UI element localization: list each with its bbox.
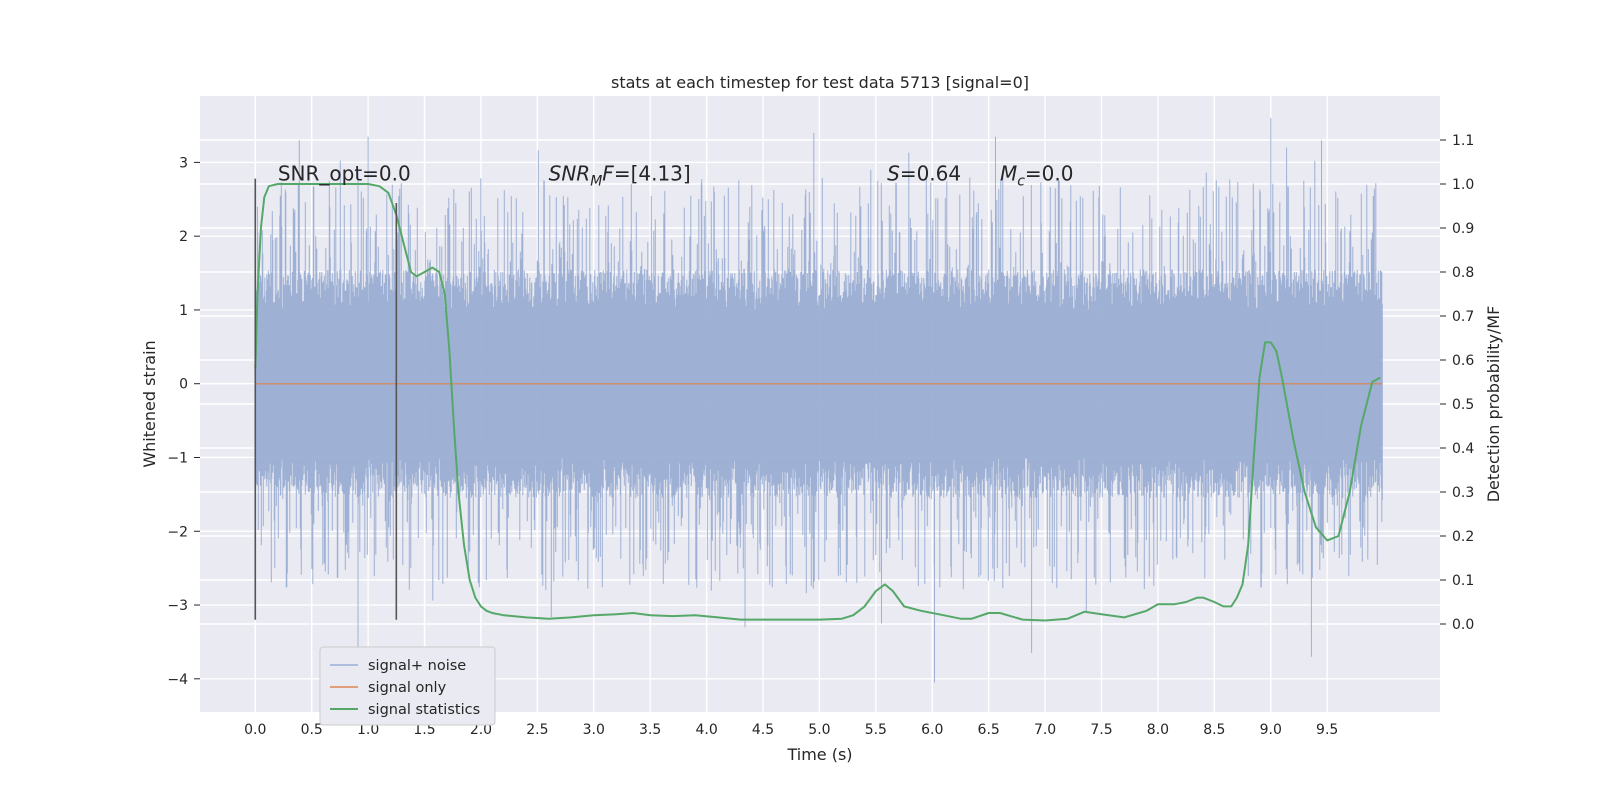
y2-tick-label: 0.8 bbox=[1452, 265, 1474, 281]
x-tick-label: 1.0 bbox=[357, 722, 379, 738]
annotation-text: SNRMF=[4.13] bbox=[549, 161, 691, 189]
x-tick-label: 2.5 bbox=[526, 722, 548, 738]
x-tick-label: 6.5 bbox=[978, 722, 1000, 738]
x-tick-label: 7.0 bbox=[1034, 722, 1056, 738]
x-axis-label: Time (s) bbox=[786, 745, 852, 764]
y-tick-label: 0 bbox=[179, 377, 188, 393]
y2-tick-label: 0.4 bbox=[1452, 441, 1474, 457]
x-tick-label: 3.0 bbox=[583, 722, 605, 738]
x-tick-label: 0.5 bbox=[301, 722, 323, 738]
y-tick-label: −2 bbox=[167, 524, 188, 540]
legend-label: signal statistics bbox=[368, 702, 480, 718]
legend: signal+ noise signal only signal statistic… bbox=[319, 646, 496, 726]
y2-tick-label: 0.0 bbox=[1452, 617, 1474, 633]
legend-box bbox=[319, 646, 496, 726]
x-tick-label: 2.0 bbox=[470, 722, 492, 738]
y-tick-label: 1 bbox=[179, 303, 188, 319]
x-tick-label: 9.0 bbox=[1260, 722, 1282, 738]
annotation-text: SNR_opt=0.0 bbox=[278, 161, 411, 185]
chart-title: stats at each timestep for test data 571… bbox=[611, 73, 1029, 92]
x-tick-label: 3.5 bbox=[639, 722, 661, 738]
x-tick-label: 9.5 bbox=[1316, 722, 1338, 738]
y2-tick-label: 0.7 bbox=[1452, 309, 1474, 325]
x-tick-label: 7.5 bbox=[1090, 722, 1112, 738]
signal-statistics-line bbox=[254, 183, 1381, 622]
x-tick-label: 1.5 bbox=[413, 722, 435, 738]
y-tick-label: 2 bbox=[179, 229, 188, 245]
vertical-markers bbox=[254, 178, 398, 620]
x-tick-label: 5.5 bbox=[865, 722, 887, 738]
y2-tick-label: 0.9 bbox=[1452, 221, 1474, 237]
x-tick-label: 5.0 bbox=[808, 722, 830, 738]
y-tick-label: −1 bbox=[167, 450, 188, 466]
y2-tick-label: 0.2 bbox=[1452, 529, 1474, 545]
y2-tick-label: 0.3 bbox=[1452, 485, 1474, 501]
legend-label: signal+ noise bbox=[368, 658, 466, 674]
annotations: SNR_opt=0.0 SNRMF=[4.13] S=0.64 Mc=0.0 bbox=[278, 161, 1074, 189]
x-tick-label: 4.5 bbox=[752, 722, 774, 738]
y-tick-label: −4 bbox=[167, 672, 188, 688]
tick-labels: 0.0 0.5 1.0 1.5 2.0 2.5 3.0 3.5 4.0 4.5 5.0 5.5 6.0 6… bbox=[167, 133, 1474, 738]
y-tick-label: 3 bbox=[179, 155, 188, 171]
y2-axis-label: Detection probability/MF bbox=[1484, 306, 1503, 503]
x-tick-label: 0.0 bbox=[244, 722, 266, 738]
y2-tick-label: 0.1 bbox=[1452, 573, 1474, 589]
y-tick-label: −3 bbox=[167, 598, 188, 614]
y2-tick-label: 1.1 bbox=[1452, 133, 1474, 149]
y2-tick-label: 0.5 bbox=[1452, 397, 1474, 413]
y-axis-label: Whitened strain bbox=[140, 340, 159, 467]
x-tick-label: 4.0 bbox=[695, 722, 717, 738]
annotation-text: S=0.64 bbox=[887, 161, 961, 185]
y2-tick-label: 1.0 bbox=[1452, 177, 1474, 193]
annotation-text: Mc=0.0 bbox=[1000, 161, 1074, 189]
x-tick-label: 6.0 bbox=[921, 722, 943, 738]
legend-label: signal only bbox=[368, 680, 447, 696]
x-tick-label: 8.5 bbox=[1203, 722, 1225, 738]
x-tick-label: 8.0 bbox=[1147, 722, 1169, 738]
y2-tick-label: 0.6 bbox=[1452, 353, 1474, 369]
series-lines bbox=[254, 183, 1383, 622]
